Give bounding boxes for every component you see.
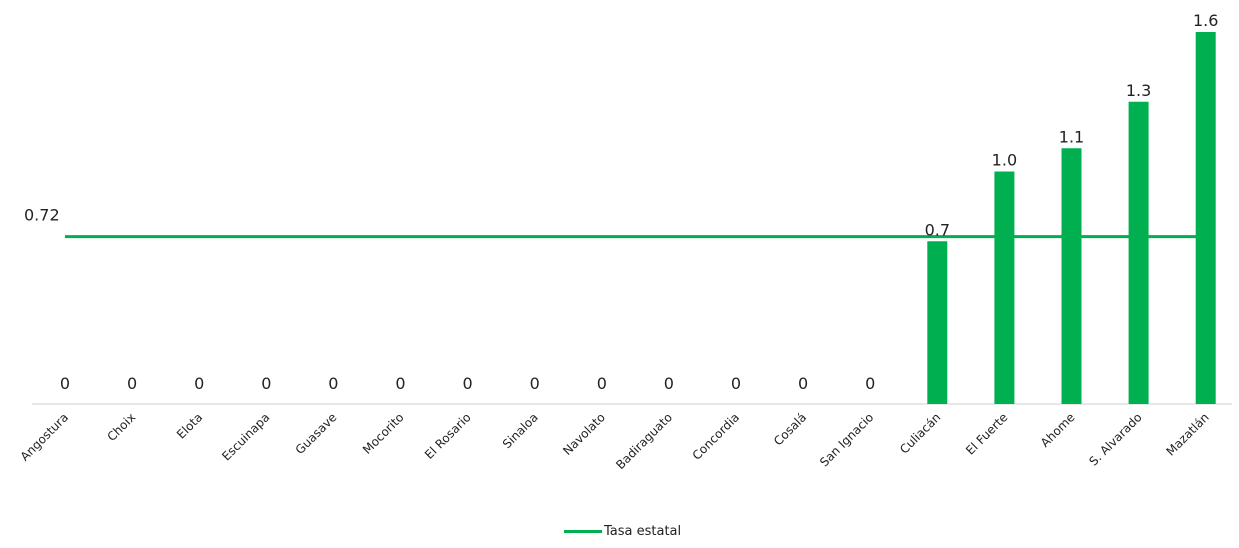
bar-value-label: 0.7: [925, 220, 950, 239]
legend-line-swatch: [564, 530, 602, 533]
x-tick-label: Culiacán: [897, 410, 943, 456]
bar-value-label: 0: [530, 374, 540, 393]
bar: [1128, 101, 1149, 404]
x-tick-label: Angostura: [18, 410, 71, 463]
x-tick-label: Mazatlán: [1163, 410, 1211, 458]
x-tick-label: Navolato: [560, 410, 608, 458]
bar-value-label: 0: [194, 374, 204, 393]
x-tick-label: Choix: [104, 410, 138, 444]
bar-value-label: 0: [597, 374, 607, 393]
bars-group: [927, 32, 1216, 404]
bar-value-label: 0: [865, 374, 875, 393]
x-tick-label: S. Alvarado: [1086, 410, 1144, 468]
bar-value-label: 1.3: [1126, 81, 1151, 100]
bar: [1195, 32, 1216, 404]
x-tick-label: Concordia: [690, 410, 743, 463]
bar: [994, 171, 1015, 404]
bar-value-label: 0: [395, 374, 405, 393]
legend-label: Tasa estatal: [604, 524, 682, 539]
x-tick-label: Ahome: [1038, 410, 1078, 450]
bar-value-label: 0: [328, 374, 338, 393]
legend: Tasa estatal: [564, 524, 681, 539]
bar-value-label: 0: [60, 374, 70, 393]
x-tick-label: Elota: [174, 410, 205, 441]
x-tick-label: Escuinapa: [219, 410, 272, 463]
bar-value-label: 0: [463, 374, 473, 393]
x-tick-label: El Fuerte: [963, 410, 1010, 457]
x-tick-label: Sinaloa: [500, 410, 541, 451]
bar: [927, 241, 948, 404]
reference-line-label: 0.72: [24, 206, 60, 225]
bar-value-label: 0: [731, 374, 741, 393]
bar-value-label: 0: [127, 374, 137, 393]
bar-value-label: 1.1: [1059, 127, 1084, 146]
bar-value-label: 1.0: [992, 151, 1017, 170]
tick-labels-group: Angostura Choix Elota Escuinapa Guasave Mocor…: [18, 410, 1212, 472]
x-tick-label: Guasave: [293, 410, 340, 457]
bar: [1061, 148, 1082, 404]
bar-value-label: 0: [798, 374, 808, 393]
x-tick-label: Cosalá: [771, 410, 809, 448]
x-tick-label: El Rosario: [422, 410, 474, 462]
x-tick-label: San Ignacio: [817, 410, 876, 469]
x-tick-label: Badiraguato: [613, 410, 675, 472]
x-tick-label: Mocorito: [360, 410, 407, 457]
bar-value-label: 1.6: [1193, 11, 1218, 30]
bar-value-label: 0: [664, 374, 674, 393]
value-labels-group: 0 0 0 0 0 0 0 0 0 0 0 0 0 0.7 1.0 1.1 1.3 1.6: [60, 11, 1219, 393]
bar-value-label: 0: [261, 374, 271, 393]
